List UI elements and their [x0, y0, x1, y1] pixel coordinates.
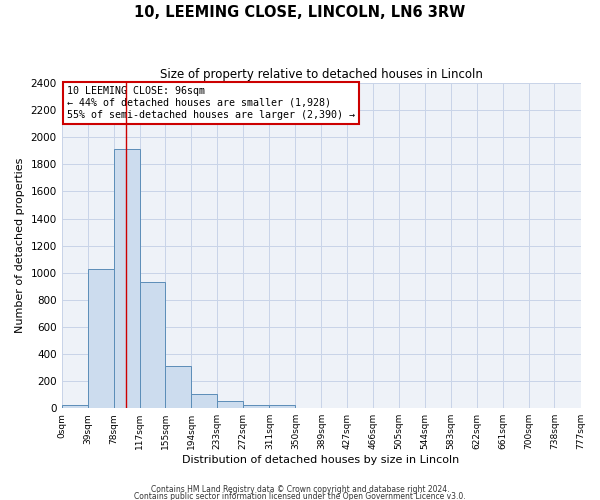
Bar [243, 405, 269, 408]
Y-axis label: Number of detached properties: Number of detached properties [15, 158, 25, 334]
Text: Contains public sector information licensed under the Open Government Licence v3: Contains public sector information licen… [134, 492, 466, 500]
Bar [269, 406, 295, 408]
Title: Size of property relative to detached houses in Lincoln: Size of property relative to detached ho… [160, 68, 482, 80]
Text: 10 LEEMING CLOSE: 96sqm
← 44% of detached houses are smaller (1,928)
55% of semi: 10 LEEMING CLOSE: 96sqm ← 44% of detache… [67, 86, 355, 120]
Bar [88, 270, 114, 408]
Bar [217, 402, 243, 408]
Bar [191, 394, 217, 408]
Bar [165, 366, 191, 408]
Text: 10, LEEMING CLOSE, LINCOLN, LN6 3RW: 10, LEEMING CLOSE, LINCOLN, LN6 3RW [134, 5, 466, 20]
X-axis label: Distribution of detached houses by size in Lincoln: Distribution of detached houses by size … [182, 455, 460, 465]
Bar [62, 406, 88, 408]
Bar [140, 282, 165, 408]
Text: Contains HM Land Registry data © Crown copyright and database right 2024.: Contains HM Land Registry data © Crown c… [151, 486, 449, 494]
Bar [114, 150, 140, 408]
